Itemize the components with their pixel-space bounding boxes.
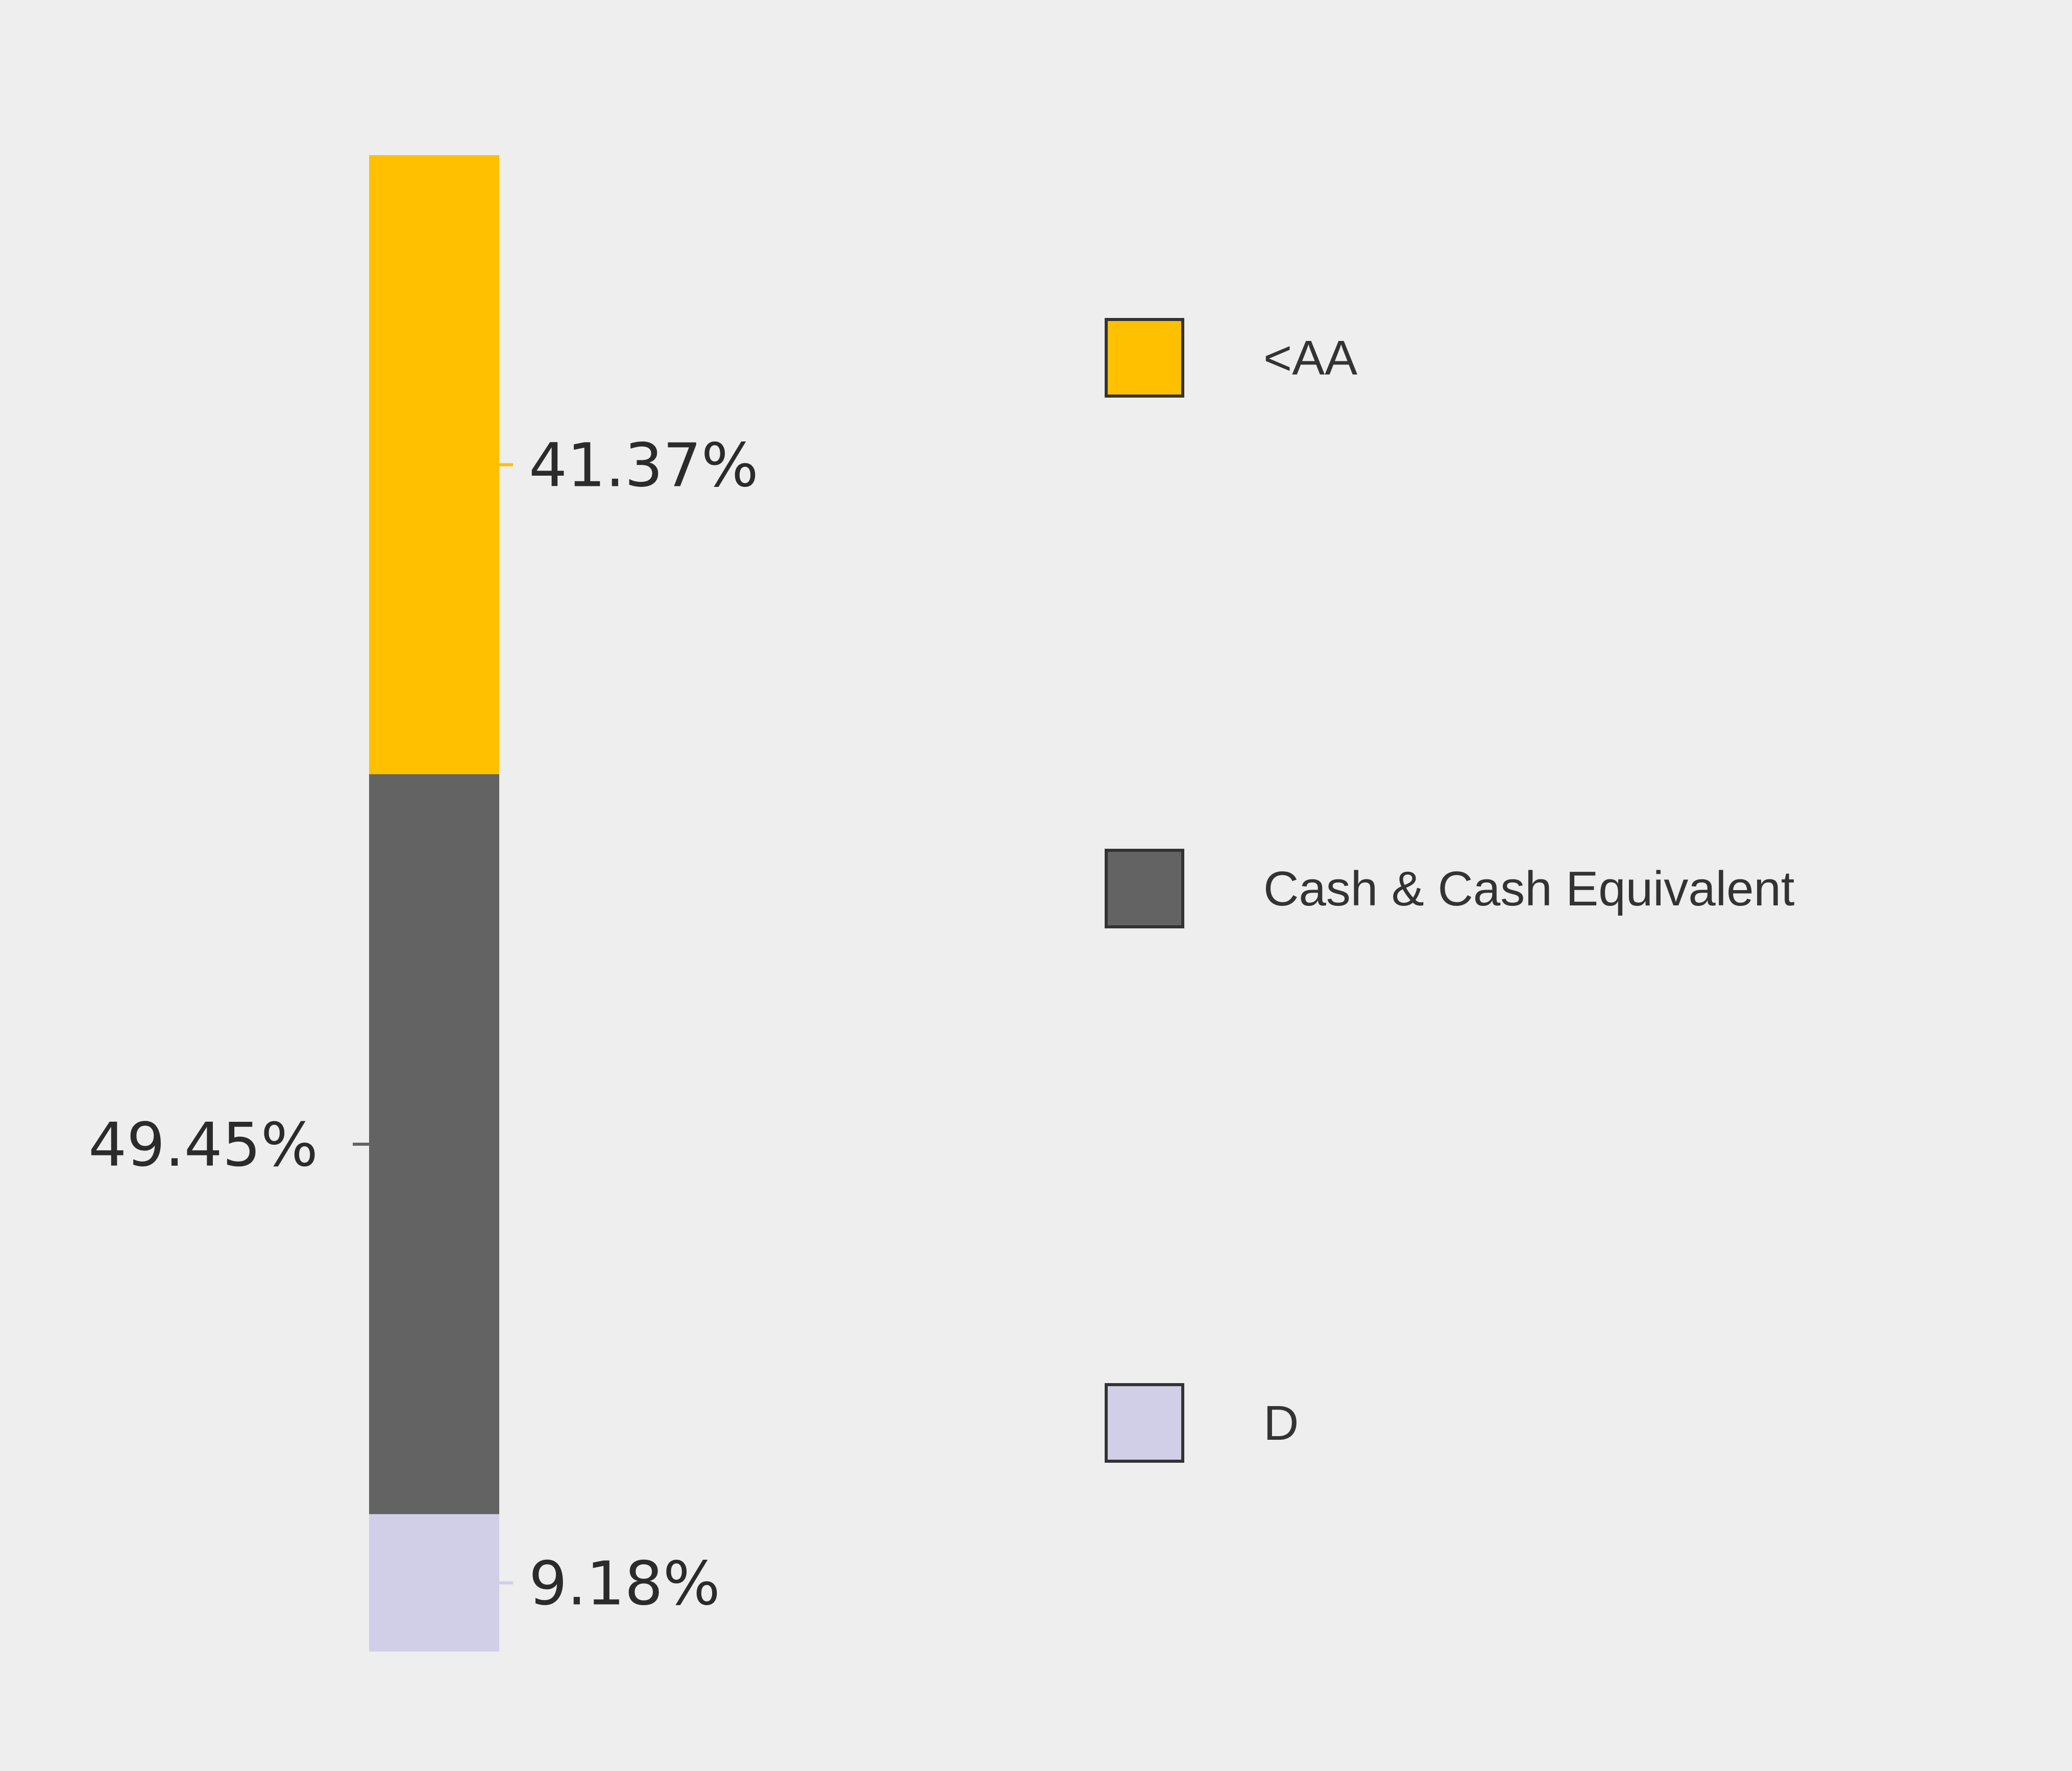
legend-item-aa: <AA [1105, 318, 1357, 398]
legend-label-cash-cash-equivalent: Cash & Cash Equivalent [1263, 862, 1795, 916]
legend-swatch-cash-cash-equivalent [1105, 849, 1184, 928]
legend: <AA Cash & Cash Equivalent D [1105, 318, 1795, 1463]
data-label-cash-cash-equivalent: 49.45% [88, 1110, 318, 1180]
legend-label-d: D [1263, 1396, 1299, 1450]
data-label-aa: 41.37% [529, 430, 759, 500]
bar-segment-aa [369, 155, 499, 774]
legend-item-d: D [1105, 1383, 1299, 1463]
bar-stack [369, 155, 499, 1652]
legend-label-aa: <AA [1263, 331, 1357, 385]
legend-swatch-aa [1105, 318, 1184, 398]
bar-segment-d [369, 1514, 499, 1652]
data-labels: 41.37% 49.45% 9.18% [88, 430, 759, 1618]
legend-swatch-d [1105, 1383, 1184, 1463]
data-label-d: 9.18% [529, 1548, 720, 1618]
legend-item-cash-cash-equivalent: Cash & Cash Equivalent [1105, 849, 1795, 928]
bar-segment-cash-cash-equivalent [369, 774, 499, 1514]
